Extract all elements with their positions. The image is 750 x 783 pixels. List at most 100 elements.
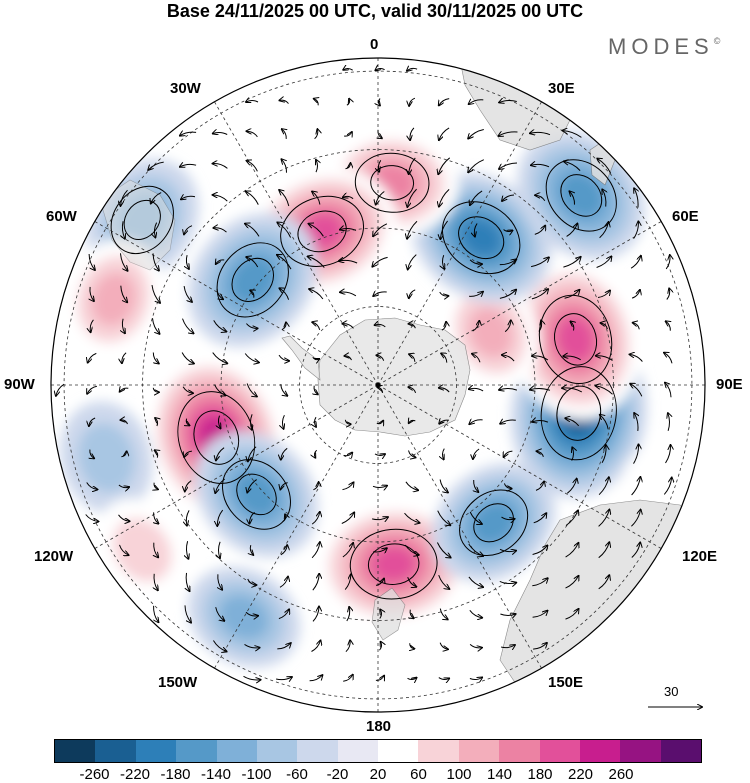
wind-arrow bbox=[499, 388, 518, 390]
contour-line bbox=[370, 165, 415, 201]
wind-arrow bbox=[249, 511, 255, 523]
wind-arrow bbox=[186, 418, 189, 426]
wind-arrow bbox=[439, 420, 449, 424]
wind-arrow bbox=[663, 478, 671, 495]
wind-arrow bbox=[218, 574, 222, 589]
wind-arrow bbox=[408, 387, 417, 394]
wind-arrow bbox=[250, 290, 254, 298]
wind-arrow bbox=[537, 451, 544, 457]
wind-arrow bbox=[280, 100, 289, 104]
wind-arrow bbox=[216, 288, 223, 299]
wind-arrow bbox=[214, 384, 226, 396]
wind-arrow bbox=[502, 355, 515, 362]
wind-arrow bbox=[631, 543, 640, 558]
wind-arrow bbox=[531, 164, 550, 166]
wind-arrow bbox=[630, 354, 643, 362]
wind-arrow bbox=[468, 129, 484, 139]
wind-arrow bbox=[341, 513, 354, 524]
wind-arrow bbox=[500, 645, 515, 648]
wind-arrow bbox=[120, 388, 129, 392]
wind-arrow bbox=[533, 643, 547, 650]
wind-arrow bbox=[499, 549, 516, 551]
wind-arrow bbox=[441, 322, 446, 331]
wind-arrow bbox=[379, 642, 381, 651]
colorbar-tick-label: 60 bbox=[410, 766, 427, 783]
wind-arrow bbox=[499, 290, 516, 299]
wind-arrow bbox=[216, 260, 225, 264]
wind-arrow bbox=[246, 323, 257, 329]
meridian-line bbox=[214, 101, 379, 386]
wind-arrow bbox=[246, 257, 259, 268]
wind-arrow bbox=[88, 352, 97, 362]
colorbar-swatch bbox=[458, 740, 500, 762]
wind-arrow bbox=[152, 318, 160, 334]
wind-arrow bbox=[438, 677, 449, 680]
wind-arrow bbox=[439, 127, 450, 140]
wind-arrow bbox=[218, 415, 220, 429]
wind-arrow bbox=[182, 318, 194, 334]
wind-arrow bbox=[634, 188, 638, 208]
lon-label-0: 0 bbox=[370, 36, 379, 53]
wind-arrow bbox=[631, 477, 641, 496]
wind-arrow bbox=[246, 101, 259, 103]
wind-arrow bbox=[410, 643, 415, 649]
contour-line bbox=[354, 152, 430, 213]
wind-arrow bbox=[468, 576, 483, 587]
wind-arrow bbox=[563, 356, 581, 361]
wind-arrow bbox=[344, 132, 352, 136]
wind-arrow bbox=[631, 290, 640, 299]
colorbar-swatch bbox=[256, 740, 298, 762]
wind-arrow bbox=[121, 451, 126, 458]
wind-arrow bbox=[469, 678, 482, 680]
lon-label-150e: 150E bbox=[548, 674, 584, 691]
wind-arrow bbox=[343, 196, 354, 200]
wind-arrow bbox=[472, 321, 480, 332]
wind-arrow bbox=[151, 192, 162, 204]
wind-arrow bbox=[277, 223, 292, 238]
graticule bbox=[51, 58, 705, 712]
wind-arrow bbox=[410, 127, 415, 140]
wind-arrow bbox=[436, 542, 450, 558]
wind-arrow bbox=[343, 68, 353, 70]
anomaly-pos-south-atlantic-west bbox=[94, 498, 191, 602]
lon-label-150w: 150W bbox=[158, 674, 198, 691]
wind-arrow bbox=[280, 384, 288, 396]
wind-arrow bbox=[439, 388, 450, 393]
wind-arrow bbox=[346, 99, 350, 106]
wind-arrow bbox=[154, 542, 158, 558]
colorbar-swatch bbox=[499, 740, 540, 762]
meridian-line bbox=[377, 221, 662, 386]
wind-arrow bbox=[562, 388, 583, 393]
wind-arrow bbox=[340, 292, 357, 297]
wind-arrow bbox=[122, 318, 125, 333]
wind-arrow bbox=[340, 228, 357, 230]
wind-arrow bbox=[316, 160, 318, 173]
map-border bbox=[50, 57, 706, 713]
wind-arrow bbox=[468, 543, 483, 556]
wind-arrow bbox=[499, 100, 517, 102]
lon-label-60e: 60E bbox=[672, 208, 699, 225]
meridian-line bbox=[94, 221, 379, 386]
wind-arrow bbox=[250, 414, 252, 429]
wind-arrow bbox=[563, 131, 582, 138]
meridian-line bbox=[377, 384, 542, 669]
pole-marker bbox=[375, 382, 381, 388]
anomaly-neg-south-pacific bbox=[187, 212, 318, 348]
wind-arrow bbox=[532, 546, 548, 555]
wind-arrow bbox=[598, 510, 610, 527]
wind-arrow bbox=[313, 482, 318, 491]
wind-arrow bbox=[375, 579, 384, 586]
wind-arrow bbox=[186, 572, 189, 591]
wind-arrow bbox=[531, 257, 549, 268]
wind-arrow bbox=[280, 482, 288, 490]
wind-arrow bbox=[531, 289, 548, 300]
wind-arrow bbox=[309, 675, 323, 682]
wind-arrow bbox=[439, 642, 448, 650]
colorbar-swatch bbox=[95, 740, 136, 762]
modes-logo: MODES© bbox=[608, 34, 720, 60]
wind-arrow bbox=[565, 418, 580, 427]
wind-arrow bbox=[534, 226, 545, 235]
wind-arrow bbox=[312, 322, 321, 331]
wind-arrow bbox=[247, 479, 257, 493]
wind-arrow bbox=[571, 322, 574, 331]
